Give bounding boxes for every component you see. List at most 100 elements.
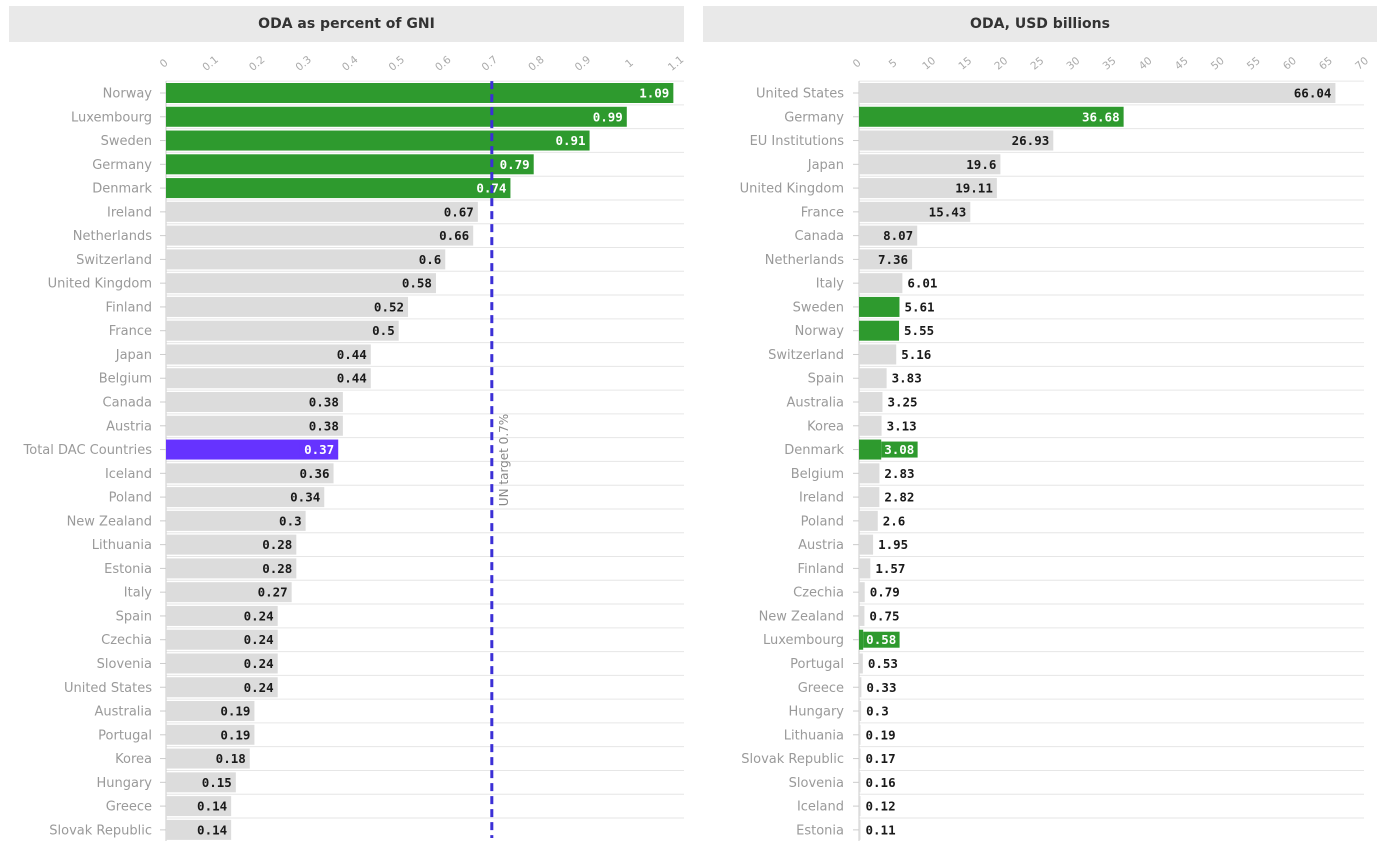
- left-category-label: United States: [64, 681, 152, 696]
- right-value-label: 8.07: [883, 228, 913, 243]
- right-bar: [859, 201, 971, 222]
- left-value-label: 0.24: [244, 656, 274, 671]
- left-bar: [166, 677, 278, 698]
- right-category-label: Slovak Republic: [741, 752, 844, 767]
- un-target-label: UN target 0.7%: [497, 414, 511, 506]
- right-x-tick-label: 5: [887, 57, 900, 70]
- right-category-label: Greece: [798, 681, 844, 696]
- left-value-label: 0.18: [216, 751, 246, 766]
- right-bar: [859, 368, 887, 389]
- right-bar: [859, 534, 874, 555]
- left-category-label: Italy: [124, 586, 153, 601]
- right-value-label: 19.6: [966, 157, 996, 172]
- left-bar: [166, 106, 627, 127]
- right-value-label: 0.16: [866, 775, 896, 790]
- right-category-label: Germany: [784, 110, 844, 125]
- right-value-label: 0.17: [866, 751, 896, 766]
- left-bar: [166, 582, 292, 603]
- right-bar: [859, 178, 997, 199]
- left-category-label: Luxembourg: [71, 110, 152, 125]
- right-category-label: Poland: [801, 514, 844, 529]
- right-value-label-bg: [881, 441, 918, 458]
- left-x-tick-label: 0.6: [433, 54, 454, 74]
- left-value-label: 0.15: [202, 775, 232, 790]
- right-category-label: Japan: [807, 158, 844, 173]
- right-category-label: Hungary: [788, 705, 844, 720]
- left-category-label: Estonia: [104, 562, 152, 577]
- right-bar: [859, 296, 900, 317]
- right-value-label: 2.6: [883, 513, 906, 528]
- right-category-label: Austria: [798, 538, 844, 553]
- right-category-label: France: [801, 205, 844, 220]
- right-x-tick-label: 35: [1101, 55, 1119, 73]
- right-bar: [859, 487, 880, 508]
- right-value-label: 0.3: [866, 704, 889, 719]
- left-category-label: Japan: [115, 348, 152, 363]
- left-bar: [166, 344, 371, 365]
- left-bar: [166, 819, 232, 840]
- left-category-label: Greece: [106, 800, 152, 815]
- right-category-label: United States: [756, 87, 844, 102]
- left-bar: [166, 201, 478, 222]
- right-bar: [859, 392, 883, 413]
- right-x-tick-label: 0: [851, 57, 864, 70]
- left-bar: [166, 724, 255, 745]
- right-value-label: 15.43: [929, 204, 967, 219]
- right-bar: [859, 701, 862, 722]
- right-value-label: 6.01: [907, 276, 937, 291]
- right-category-label: Finland: [798, 562, 844, 577]
- left-value-label: 0.5: [372, 323, 395, 338]
- left-bar: [166, 772, 236, 793]
- left-x-tick-label: 0.4: [340, 54, 361, 74]
- right-bar: [859, 225, 918, 246]
- left-x-tick-label: 0.3: [293, 54, 314, 74]
- left-x-tick-label: 1.1: [666, 54, 687, 74]
- right-x-tick-label: 20: [992, 55, 1010, 73]
- left-value-label: 0.99: [593, 109, 623, 124]
- left-value-label: 0.34: [290, 490, 320, 505]
- left-value-label: 0.19: [220, 727, 250, 742]
- left-bar: [166, 225, 474, 246]
- right-category-label: Spain: [808, 372, 844, 387]
- right-value-label: 26.93: [1012, 133, 1050, 148]
- right-value-label: 0.53: [868, 656, 898, 671]
- right-bar: [859, 653, 863, 674]
- left-x-tick-label: 0.5: [387, 54, 408, 74]
- left-bar: [166, 558, 297, 579]
- right-category-label: Lithuania: [784, 728, 844, 743]
- right-category-label: Estonia: [796, 823, 844, 838]
- right-bar: [859, 439, 882, 460]
- right-value-label: 5.16: [901, 347, 931, 362]
- left-bar: [166, 701, 255, 722]
- right-x-tick-label: 15: [956, 55, 974, 73]
- left-bar: [166, 154, 534, 175]
- left-value-label: 0.38: [309, 418, 339, 433]
- right-value-label: 5.61: [904, 299, 934, 314]
- right-bar: [859, 83, 1336, 103]
- left-category-label: Total DAC Countries: [23, 443, 153, 458]
- left-value-label-bg: [551, 132, 588, 149]
- left-x-tick-label: 0.2: [247, 54, 268, 74]
- left-category-label: Spain: [116, 609, 152, 624]
- right-x-tick-label: 55: [1245, 55, 1263, 73]
- right-category-label: Sweden: [793, 300, 844, 315]
- right-x-tick-label: 60: [1281, 55, 1299, 73]
- right-bar: [859, 748, 861, 769]
- right-chart-title: ODA, USD billions: [703, 6, 1377, 42]
- left-x-tick-label: 0: [158, 57, 171, 70]
- right-bar: [859, 320, 900, 341]
- left-bar: [166, 392, 343, 413]
- left-bar: [166, 320, 399, 341]
- right-value-label: 3.83: [892, 371, 922, 386]
- right-bar: [859, 796, 861, 817]
- right-value-label-bg: [863, 631, 900, 648]
- left-bar: [166, 796, 232, 817]
- right-bar: [859, 582, 865, 603]
- right-x-tick-label: 30: [1065, 55, 1083, 73]
- right-x-tick-label: 50: [1209, 55, 1227, 73]
- left-value-label-bg: [472, 180, 509, 197]
- right-category-label: Luxembourg: [763, 633, 844, 648]
- left-value-label: 0.27: [258, 585, 288, 600]
- left-bar: [166, 83, 674, 103]
